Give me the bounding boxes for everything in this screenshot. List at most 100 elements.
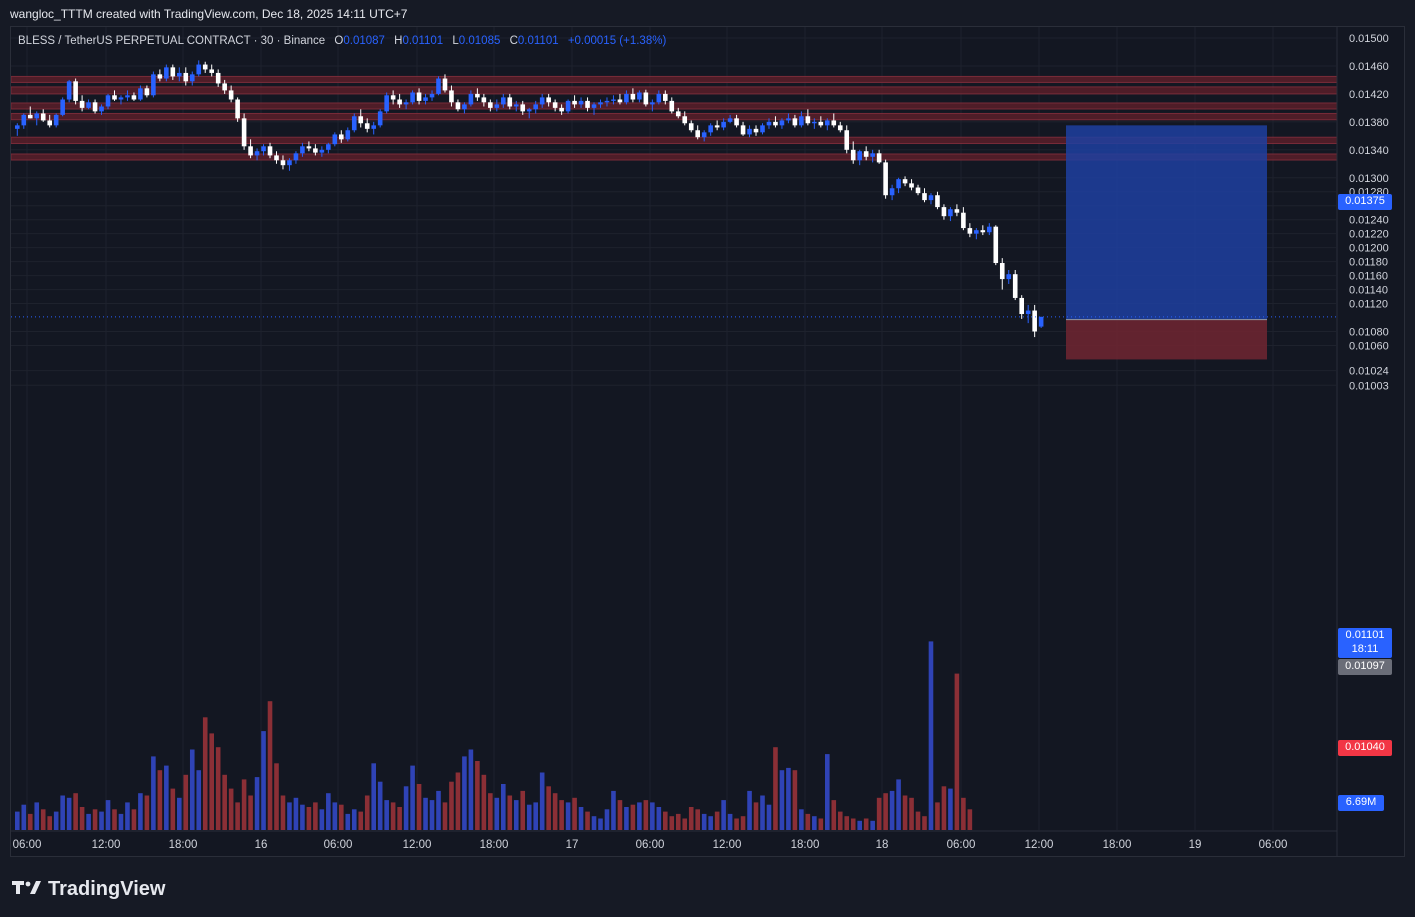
candle-body bbox=[66, 81, 72, 100]
volume-bar bbox=[812, 816, 817, 830]
volume-bar bbox=[99, 811, 104, 830]
candle-body bbox=[1019, 297, 1024, 315]
time-tick-label: 12:00 bbox=[92, 839, 121, 851]
volume-bar bbox=[92, 809, 98, 830]
candle-body bbox=[650, 102, 655, 105]
volume-bar bbox=[371, 763, 376, 830]
time-tick-label: 17 bbox=[566, 839, 579, 851]
volume-bar bbox=[837, 811, 843, 830]
candle-body bbox=[177, 72, 182, 77]
volume-bar bbox=[695, 809, 700, 830]
candle-body bbox=[818, 121, 824, 126]
volume-bar bbox=[235, 802, 240, 830]
candle-body bbox=[863, 151, 869, 157]
candle-body bbox=[183, 72, 189, 82]
candle-body bbox=[209, 69, 214, 73]
chart-pane[interactable]: 0.01500 0.01460 0.01420 0.01380 0.01340 0.013… bbox=[10, 26, 1405, 857]
candle-body bbox=[170, 67, 176, 77]
candle-body bbox=[604, 100, 610, 103]
volume-bar bbox=[34, 802, 40, 830]
volume-bar bbox=[598, 818, 603, 830]
target-price-text: 0.01375 bbox=[1345, 195, 1385, 207]
volume-bar bbox=[539, 772, 545, 830]
tradingview-logo[interactable]: TradingView bbox=[12, 878, 165, 901]
volume-bar bbox=[397, 807, 402, 830]
candle-body bbox=[280, 160, 286, 166]
candle-body bbox=[539, 97, 545, 105]
volume-bar bbox=[436, 790, 441, 830]
volume-bar bbox=[650, 802, 655, 830]
candle-body bbox=[928, 195, 934, 201]
volume-bar bbox=[306, 807, 312, 830]
candle-body bbox=[423, 97, 428, 101]
low-value: 0.01085 bbox=[458, 35, 501, 47]
volume-bar bbox=[559, 800, 564, 830]
volume-bar bbox=[954, 673, 960, 830]
time-tick-label: 18:00 bbox=[480, 839, 509, 851]
volume-bar bbox=[578, 807, 584, 830]
candle-body bbox=[507, 97, 513, 107]
volume-bar bbox=[455, 772, 461, 830]
volume-bar bbox=[630, 804, 636, 830]
candle-body bbox=[468, 93, 474, 105]
volume-bar bbox=[280, 795, 286, 830]
volume-bar bbox=[656, 807, 662, 830]
candle-body bbox=[410, 92, 415, 103]
candle-body bbox=[73, 81, 78, 101]
candle-body bbox=[850, 149, 856, 161]
tradingview-logo-text: TradingView bbox=[48, 878, 166, 900]
candle-body bbox=[656, 93, 662, 103]
price-tick-label: 0.01340 bbox=[1349, 145, 1389, 157]
candle-body bbox=[663, 93, 668, 101]
volume-bar bbox=[313, 802, 318, 830]
volume-bar bbox=[507, 795, 513, 830]
candle-body bbox=[300, 146, 305, 154]
price-tick-label: 0.01220 bbox=[1349, 229, 1389, 241]
candle-body bbox=[131, 95, 137, 100]
volume-bar bbox=[53, 811, 59, 830]
price-tick-label: 0.01160 bbox=[1349, 271, 1388, 283]
volume-bar bbox=[468, 749, 474, 830]
price-tick-label: 0.01300 bbox=[1349, 173, 1389, 185]
candle-body bbox=[1032, 310, 1037, 332]
candle-body bbox=[267, 146, 273, 156]
candle-body bbox=[377, 111, 383, 126]
volume-bar bbox=[611, 790, 616, 830]
price-tick-label: 0.01120 bbox=[1349, 299, 1388, 311]
symbol-title[interactable]: BLESS / TetherUS PERPETUAL CONTRACT · 30… bbox=[18, 35, 326, 47]
volume-bar bbox=[287, 802, 292, 830]
candle-body bbox=[961, 212, 966, 229]
volume-bar bbox=[773, 747, 778, 830]
price-tick-label: 0.01420 bbox=[1349, 89, 1389, 101]
volume-bar bbox=[416, 784, 422, 830]
volume-bar bbox=[643, 800, 649, 830]
candle-body bbox=[118, 97, 124, 100]
price-tick-label: 0.01460 bbox=[1349, 61, 1389, 73]
volume-bar bbox=[60, 795, 65, 830]
volume-bar bbox=[766, 804, 772, 830]
candle-body bbox=[740, 125, 746, 135]
candle-body bbox=[760, 125, 765, 133]
candle-body bbox=[125, 95, 130, 98]
volume-bar bbox=[902, 795, 908, 830]
time-tick-label: 16 bbox=[255, 839, 268, 851]
volume-bar bbox=[118, 813, 124, 830]
volume-bar bbox=[332, 802, 338, 830]
candle-body bbox=[442, 78, 448, 91]
volume-bar bbox=[293, 797, 299, 830]
low-label: L bbox=[452, 35, 459, 47]
candle-body bbox=[248, 146, 253, 156]
volume-bar bbox=[526, 804, 532, 830]
volume-bar bbox=[339, 804, 344, 830]
volume-bar bbox=[624, 807, 629, 830]
time-tick-label: 12:00 bbox=[1025, 839, 1054, 851]
volume-bar bbox=[47, 816, 52, 830]
tradingview-logo-icon bbox=[12, 879, 42, 900]
candle-body bbox=[999, 263, 1005, 280]
volume-bar bbox=[721, 800, 726, 830]
volume-bar bbox=[669, 816, 675, 830]
open-label: O bbox=[334, 35, 344, 47]
candle-body bbox=[727, 118, 733, 122]
price-chart-svg[interactable]: 0.01500 0.01460 0.01420 0.01380 0.01340 0.013… bbox=[11, 27, 1405, 857]
volume-bar bbox=[883, 793, 888, 830]
